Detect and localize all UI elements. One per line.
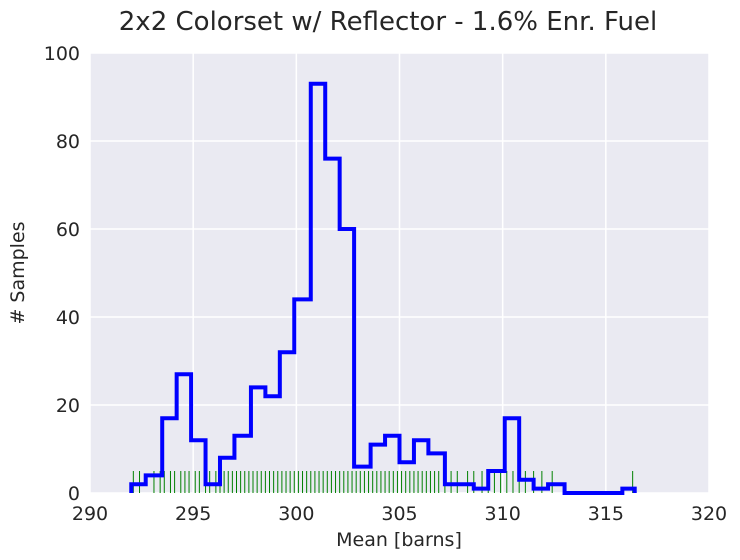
chart-title: 2x2 Colorset w/ Reflector - 1.6% Enr. Fu… — [119, 7, 657, 37]
x-tick-label: 315 — [588, 503, 624, 525]
x-tick-label: 310 — [485, 503, 521, 525]
x-tick-label: 295 — [175, 503, 211, 525]
x-tick-labels: 290 295 300 305 310 315 320 — [72, 503, 727, 525]
y-tick-label: 20 — [56, 395, 80, 417]
y-tick-label: 80 — [56, 131, 80, 153]
y-tick-label: 0 — [68, 483, 80, 505]
y-tick-label: 40 — [56, 307, 80, 329]
y-tick-labels: 0 20 40 60 80 100 — [44, 43, 80, 505]
x-tick-label: 290 — [72, 503, 108, 525]
x-tick-label: 305 — [381, 503, 417, 525]
histogram-step-line — [129, 81, 637, 495]
x-tick-label: 300 — [278, 503, 314, 525]
x-tick-label: 320 — [691, 503, 727, 525]
y-axis-label: # Samples — [7, 221, 29, 324]
x-axis-label: Mean [barns] — [336, 529, 462, 551]
y-tick-label: 100 — [44, 43, 80, 65]
rug-marks — [132, 471, 634, 493]
grid — [89, 52, 710, 494]
y-tick-label: 60 — [56, 219, 80, 241]
